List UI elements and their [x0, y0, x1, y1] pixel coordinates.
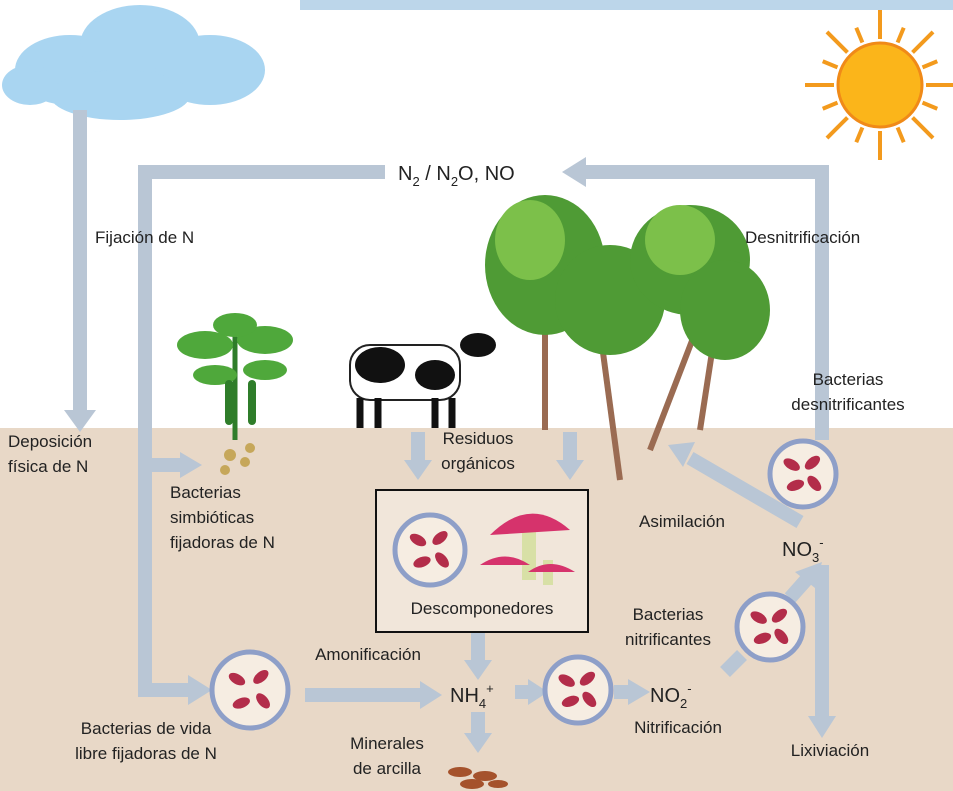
formula-part: + [486, 681, 494, 696]
label: Amonificación [315, 645, 421, 664]
label-line: Residuos [443, 429, 514, 448]
label-line: de arcilla [353, 759, 422, 778]
formula-part: - [819, 535, 823, 550]
bacteria-circle [737, 594, 803, 660]
formula-part: 3 [812, 550, 819, 565]
bacteria-circle [545, 657, 611, 723]
label: Fijación de N [95, 228, 194, 247]
label: Desnitrificación [745, 228, 860, 247]
bacteria-ring [212, 652, 288, 728]
label: Lixiviación [791, 741, 869, 760]
nitrogen-cycle-diagram: Fijación de N Desnitrificación Bacterias de… [0, 0, 953, 791]
label-line: orgánicos [441, 454, 515, 473]
formula-part: O, NO [458, 163, 515, 185]
formula-part: 2 [451, 174, 458, 189]
bacteria-circle [212, 652, 288, 728]
formula-part: / N [420, 163, 451, 185]
label-line: simbióticas [170, 508, 254, 527]
formula-part: 2 [680, 696, 687, 711]
bacteria-ring [395, 515, 465, 585]
bacteria-ring [770, 441, 836, 507]
label-line: Bacterias de vida [81, 719, 212, 738]
cow [350, 333, 496, 428]
label-line: Minerales [350, 734, 424, 753]
formula-part: NH [450, 685, 479, 707]
formula-part: - [687, 681, 691, 696]
label-line: física de N [8, 457, 88, 476]
label: Bacterias desnitrificantes [791, 370, 904, 414]
bacteria-ring [545, 657, 611, 723]
bacteria-circle [770, 441, 836, 507]
formula-part: N [398, 163, 412, 185]
label: Asimilación [639, 512, 725, 531]
label-line: fijadoras de N [170, 533, 275, 552]
formula-part: 2 [412, 174, 419, 189]
formula: N2 / N2O, NO [398, 163, 515, 189]
label-line: Fijación de N [95, 228, 194, 247]
label: Descomponedores [411, 599, 554, 618]
label-line: nitrificantes [625, 630, 711, 649]
label-line: Deposición [8, 432, 92, 451]
sun [805, 10, 953, 160]
label-line: Bacterias [170, 483, 241, 502]
label-line: Lixiviación [791, 741, 869, 760]
label-line: Descomponedores [411, 599, 554, 618]
top-band [300, 0, 953, 10]
label-line: Desnitrificación [745, 228, 860, 247]
label: Nitrificación [634, 718, 722, 737]
formula-part: NO [782, 539, 812, 561]
bacteria-ring [737, 594, 803, 660]
formula-part: NO [650, 685, 680, 707]
label-line: Amonificación [315, 645, 421, 664]
label-line: Bacterias [813, 370, 884, 389]
formula-part: 4 [479, 696, 486, 711]
bacteria-circle [395, 515, 465, 585]
label-line: Asimilación [639, 512, 725, 531]
cloud [2, 5, 265, 120]
label-line: desnitrificantes [791, 395, 904, 414]
label-line: Nitrificación [634, 718, 722, 737]
label-line: Bacterias [633, 605, 704, 624]
label-line: libre fijadoras de N [75, 744, 217, 763]
